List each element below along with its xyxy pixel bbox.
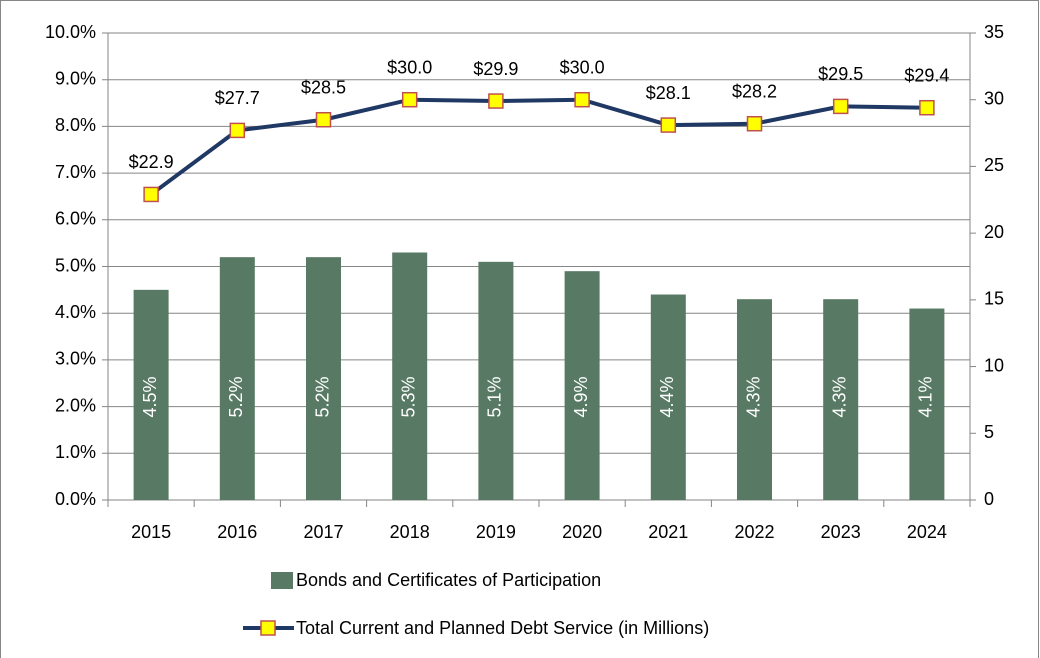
x-tick-label: 2023 — [821, 522, 861, 542]
bar-label: 4.5% — [140, 376, 160, 417]
line-label: $28.2 — [732, 81, 777, 101]
line-label: $27.7 — [215, 88, 260, 108]
bar — [909, 308, 945, 500]
y-tick-label: 0.0% — [55, 489, 96, 509]
line-label: $29.9 — [473, 59, 518, 79]
x-tick-label: 2020 — [562, 522, 602, 542]
y2-tick-label: 35 — [984, 22, 1004, 42]
x-tick-label: 2019 — [476, 522, 516, 542]
bar — [737, 299, 772, 500]
bar-label: 5.1% — [485, 376, 505, 417]
y2-tick-label: 25 — [984, 155, 1004, 175]
bar — [392, 252, 428, 500]
bar-label: 4.1% — [916, 376, 936, 417]
bar-label: 5.3% — [398, 376, 418, 417]
line-marker — [919, 99, 935, 116]
y-tick-label: 8.0% — [55, 115, 96, 135]
bar-label: 4.3% — [829, 376, 849, 417]
x-tick-label: 2024 — [907, 522, 947, 542]
bar-label: 5.2% — [226, 376, 246, 417]
line-marker — [143, 186, 159, 203]
bar — [564, 271, 600, 500]
line-marker — [315, 111, 332, 128]
y2-tick-label: 30 — [984, 88, 1004, 108]
y2-tick-label: 0 — [984, 489, 994, 509]
bar-label: 4.9% — [571, 376, 591, 417]
line-marker — [488, 93, 504, 109]
y-tick-label: 4.0% — [55, 302, 96, 322]
line-label: $30.0 — [387, 57, 432, 77]
x-tick-label: 2018 — [390, 522, 430, 542]
x-tick-label: 2015 — [131, 522, 171, 542]
y-tick-label: 1.0% — [55, 442, 96, 462]
line-marker — [832, 98, 849, 115]
x-tick-label: 2017 — [303, 522, 343, 542]
y-tick-label: 7.0% — [55, 162, 96, 182]
line-label: $29.5 — [818, 64, 863, 84]
y2-tick-label: 5 — [984, 422, 994, 442]
x-tick-label: 2022 — [734, 522, 774, 542]
line-label: $22.9 — [129, 152, 174, 172]
y-tick-label: 9.0% — [55, 68, 96, 88]
bar — [823, 299, 859, 500]
line-label: $28.1 — [646, 83, 691, 103]
bar — [219, 257, 255, 500]
y-tick-label: 6.0% — [55, 209, 96, 229]
y-tick-label: 2.0% — [55, 395, 96, 415]
legend-label: Total Current and Planned Debt Service (… — [296, 618, 709, 638]
bar-label: 5.2% — [312, 376, 332, 417]
line-marker — [660, 117, 677, 133]
y-tick-label: 10.0% — [45, 22, 96, 42]
line-label: $29.4 — [904, 65, 949, 85]
bar-label: 4.3% — [743, 376, 763, 417]
line-label: $28.5 — [301, 77, 346, 97]
bar — [478, 261, 514, 500]
bar-label: 4.4% — [657, 376, 677, 417]
x-tick-label: 2016 — [217, 522, 257, 542]
y-tick-label: 5.0% — [55, 255, 96, 275]
line-marker — [746, 115, 763, 132]
line-label: $30.0 — [560, 57, 605, 77]
line-marker — [401, 91, 418, 108]
bar — [306, 257, 341, 500]
x-tick-label: 2021 — [648, 522, 688, 542]
legend-label: Bonds and Certificates of Participation — [296, 570, 601, 590]
y2-tick-label: 20 — [984, 222, 1004, 242]
legend-marker — [260, 620, 276, 636]
line-marker — [574, 91, 590, 108]
y-tick-label: 3.0% — [55, 349, 96, 369]
y2-tick-label: 15 — [984, 289, 1004, 309]
bar — [133, 289, 169, 500]
bar — [650, 294, 686, 500]
line — [149, 97, 927, 197]
legend-swatch — [271, 572, 293, 589]
y2-tick-label: 10 — [984, 355, 1004, 375]
line-marker — [229, 122, 246, 139]
